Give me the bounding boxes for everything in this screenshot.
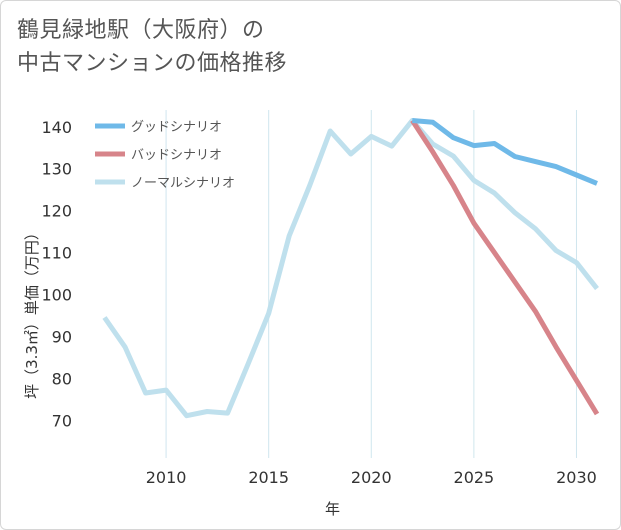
y-tick-label-130: 130 (41, 160, 72, 179)
axes: 2010 2015 2020 2025 2030 70 80 90 100 110 120 130 14… (41, 118, 596, 487)
legend-label-2: ノーマルシナリオ (131, 176, 235, 191)
x-tick-label-2010: 2010 (146, 468, 187, 487)
y-tick-label-100: 100 (41, 285, 72, 304)
series-lines (102, 118, 600, 419)
y-tick-label-140: 140 (41, 118, 72, 137)
chart-title-line-2: 中古マンションの価格推移 (17, 51, 288, 76)
series-line-1 (410, 119, 600, 416)
y-tick-label-90: 90 (52, 327, 72, 346)
y-tick-label-70: 70 (52, 411, 72, 430)
chart-title-line-1: 鶴見緑地駅（大阪府）の (17, 18, 265, 43)
legend-label-1: バッドシナリオ (131, 148, 222, 163)
x-tick-label-2030: 2030 (556, 468, 597, 487)
axis-labels: 年 坪（3.3㎡）単価（万円） (23, 225, 340, 518)
x-tick-label-2015: 2015 (248, 468, 289, 487)
x-tick-label-2020: 2020 (351, 468, 392, 487)
y-axis-label: 坪（3.3㎡）単価（万円） (23, 225, 41, 399)
x-tick-label-2025: 2025 (454, 468, 495, 487)
chart-title: 鶴見緑地駅（大阪府）の 中古マンションの価格推移 (17, 14, 287, 80)
legend-label-0: グッドシナリオ (131, 120, 222, 135)
series-line-0 (102, 118, 599, 419)
y-tick-label-110: 110 (41, 244, 72, 263)
grid-lines (165, 110, 577, 458)
y-tick-label-120: 120 (41, 202, 72, 221)
y-tick-label-80: 80 (52, 369, 72, 388)
x-axis-label: 年 (325, 500, 340, 518)
series-line-2 (412, 118, 598, 186)
